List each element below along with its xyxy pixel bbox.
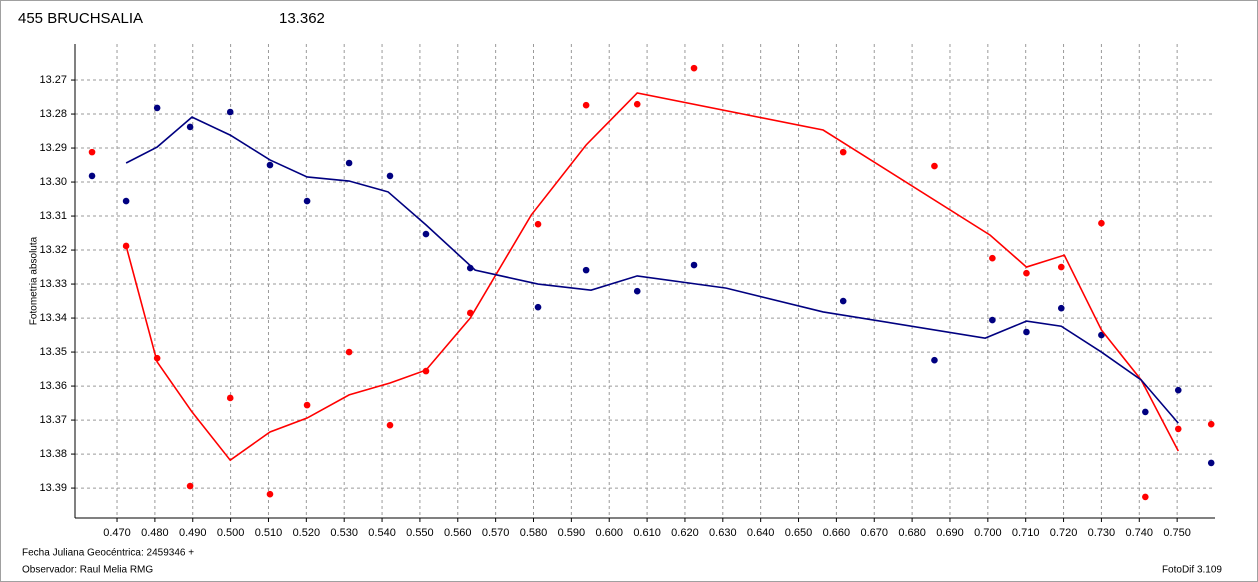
x-tick-label: 0.560 xyxy=(444,527,472,539)
y-tick-label: 13.29 xyxy=(39,142,67,154)
chart-title: 455 BRUCHSALIA xyxy=(18,10,143,27)
x-tick-label: 0.570 xyxy=(482,527,510,539)
data-point xyxy=(153,104,161,112)
y-axis-label: Fotometria absoluta xyxy=(29,236,40,325)
x-tick-label: 0.730 xyxy=(1088,527,1116,539)
data-point xyxy=(839,297,847,305)
data-point xyxy=(226,108,234,116)
x-tick-label: 0.690 xyxy=(936,527,964,539)
y-tick-label: 13.32 xyxy=(39,244,67,256)
y-tick-label: 13.38 xyxy=(39,448,67,460)
chart-subtitle: 13.362 xyxy=(279,10,325,27)
data-point xyxy=(633,287,641,295)
y-tick-label: 13.31 xyxy=(39,210,67,222)
data-point xyxy=(582,266,590,274)
data-point xyxy=(989,316,996,324)
x-axis-label: Fecha Juliana Geocéntrica: 2459346 + xyxy=(22,548,194,559)
data-point xyxy=(422,367,430,375)
data-point xyxy=(345,159,353,167)
x-tick-label: 0.700 xyxy=(974,527,1002,539)
data-point xyxy=(690,261,698,269)
data-point xyxy=(122,197,130,205)
data-point xyxy=(1057,304,1065,312)
data-point xyxy=(690,64,698,72)
data-point xyxy=(1057,263,1065,271)
x-tick-label: 0.470 xyxy=(103,527,131,539)
y-tick-label: 13.37 xyxy=(39,414,67,426)
data-point xyxy=(303,401,311,409)
x-tick-label: 0.590 xyxy=(558,527,586,539)
data-point xyxy=(386,421,394,429)
data-point xyxy=(1174,386,1182,394)
data-point xyxy=(1207,459,1215,467)
data-point xyxy=(303,197,311,205)
data-point xyxy=(1207,420,1215,428)
x-tick-label: 0.630 xyxy=(709,527,737,539)
data-point xyxy=(386,172,394,180)
x-tick-label: 0.540 xyxy=(368,527,396,539)
x-tick-label: 0.740 xyxy=(1126,527,1154,539)
x-tick-label: 0.650 xyxy=(785,527,813,539)
data-point xyxy=(1023,269,1030,277)
y-tick-label: 13.27 xyxy=(39,74,67,86)
data-point xyxy=(186,123,194,131)
data-point xyxy=(534,220,542,228)
data-point xyxy=(931,356,938,364)
data-point xyxy=(1023,328,1030,336)
data-point xyxy=(1098,219,1105,227)
x-tick-label: 0.610 xyxy=(633,527,661,539)
x-tick-label: 0.510 xyxy=(255,527,283,539)
y-tick-label: 13.39 xyxy=(39,482,67,494)
data-point xyxy=(266,490,274,498)
data-point xyxy=(422,230,430,238)
x-tick-label: 0.670 xyxy=(860,527,888,539)
y-tick-label: 13.35 xyxy=(39,346,67,358)
data-point xyxy=(1142,493,1149,501)
data-point xyxy=(989,254,996,262)
x-tick-label: 0.660 xyxy=(823,527,851,539)
x-tick-label: 0.490 xyxy=(179,527,207,539)
data-point xyxy=(88,172,96,180)
x-tick-label: 0.480 xyxy=(141,527,169,539)
y-tick-label: 13.34 xyxy=(39,312,67,324)
x-tick-label: 0.530 xyxy=(330,527,358,539)
software-version: FotoDif 3.109 xyxy=(1162,565,1222,576)
x-tick-label: 0.720 xyxy=(1050,527,1078,539)
data-point xyxy=(186,482,194,490)
data-point xyxy=(582,101,590,109)
data-point xyxy=(266,161,274,169)
y-tick-label: 13.30 xyxy=(39,176,67,188)
y-tick-label: 13.33 xyxy=(39,278,67,290)
y-tick-label: 13.36 xyxy=(39,380,67,392)
series-line xyxy=(125,92,1179,462)
x-tick-label: 0.640 xyxy=(747,527,775,539)
x-tick-label: 0.750 xyxy=(1163,527,1191,539)
x-tick-label: 0.550 xyxy=(406,527,434,539)
x-tick-label: 0.620 xyxy=(671,527,699,539)
x-tick-label: 0.500 xyxy=(217,527,245,539)
y-tick-label: 13.28 xyxy=(39,108,67,120)
data-point xyxy=(345,348,353,356)
x-tick-label: 0.710 xyxy=(1012,527,1040,539)
data-point xyxy=(633,100,641,108)
observer: Observador: Raul Melia RMG xyxy=(22,565,153,576)
data-point xyxy=(1098,331,1105,339)
x-tick-label: 0.600 xyxy=(595,527,623,539)
data-point xyxy=(122,242,130,250)
data-point xyxy=(1142,408,1149,416)
data-point xyxy=(931,162,938,170)
series-line xyxy=(125,116,1179,424)
data-point xyxy=(1174,425,1182,433)
x-tick-label: 0.580 xyxy=(520,527,548,539)
x-tick-label: 0.520 xyxy=(293,527,321,539)
data-point xyxy=(534,303,542,311)
x-tick-label: 0.680 xyxy=(898,527,926,539)
data-point xyxy=(839,148,847,156)
data-point xyxy=(226,394,234,402)
data-point xyxy=(88,148,96,156)
